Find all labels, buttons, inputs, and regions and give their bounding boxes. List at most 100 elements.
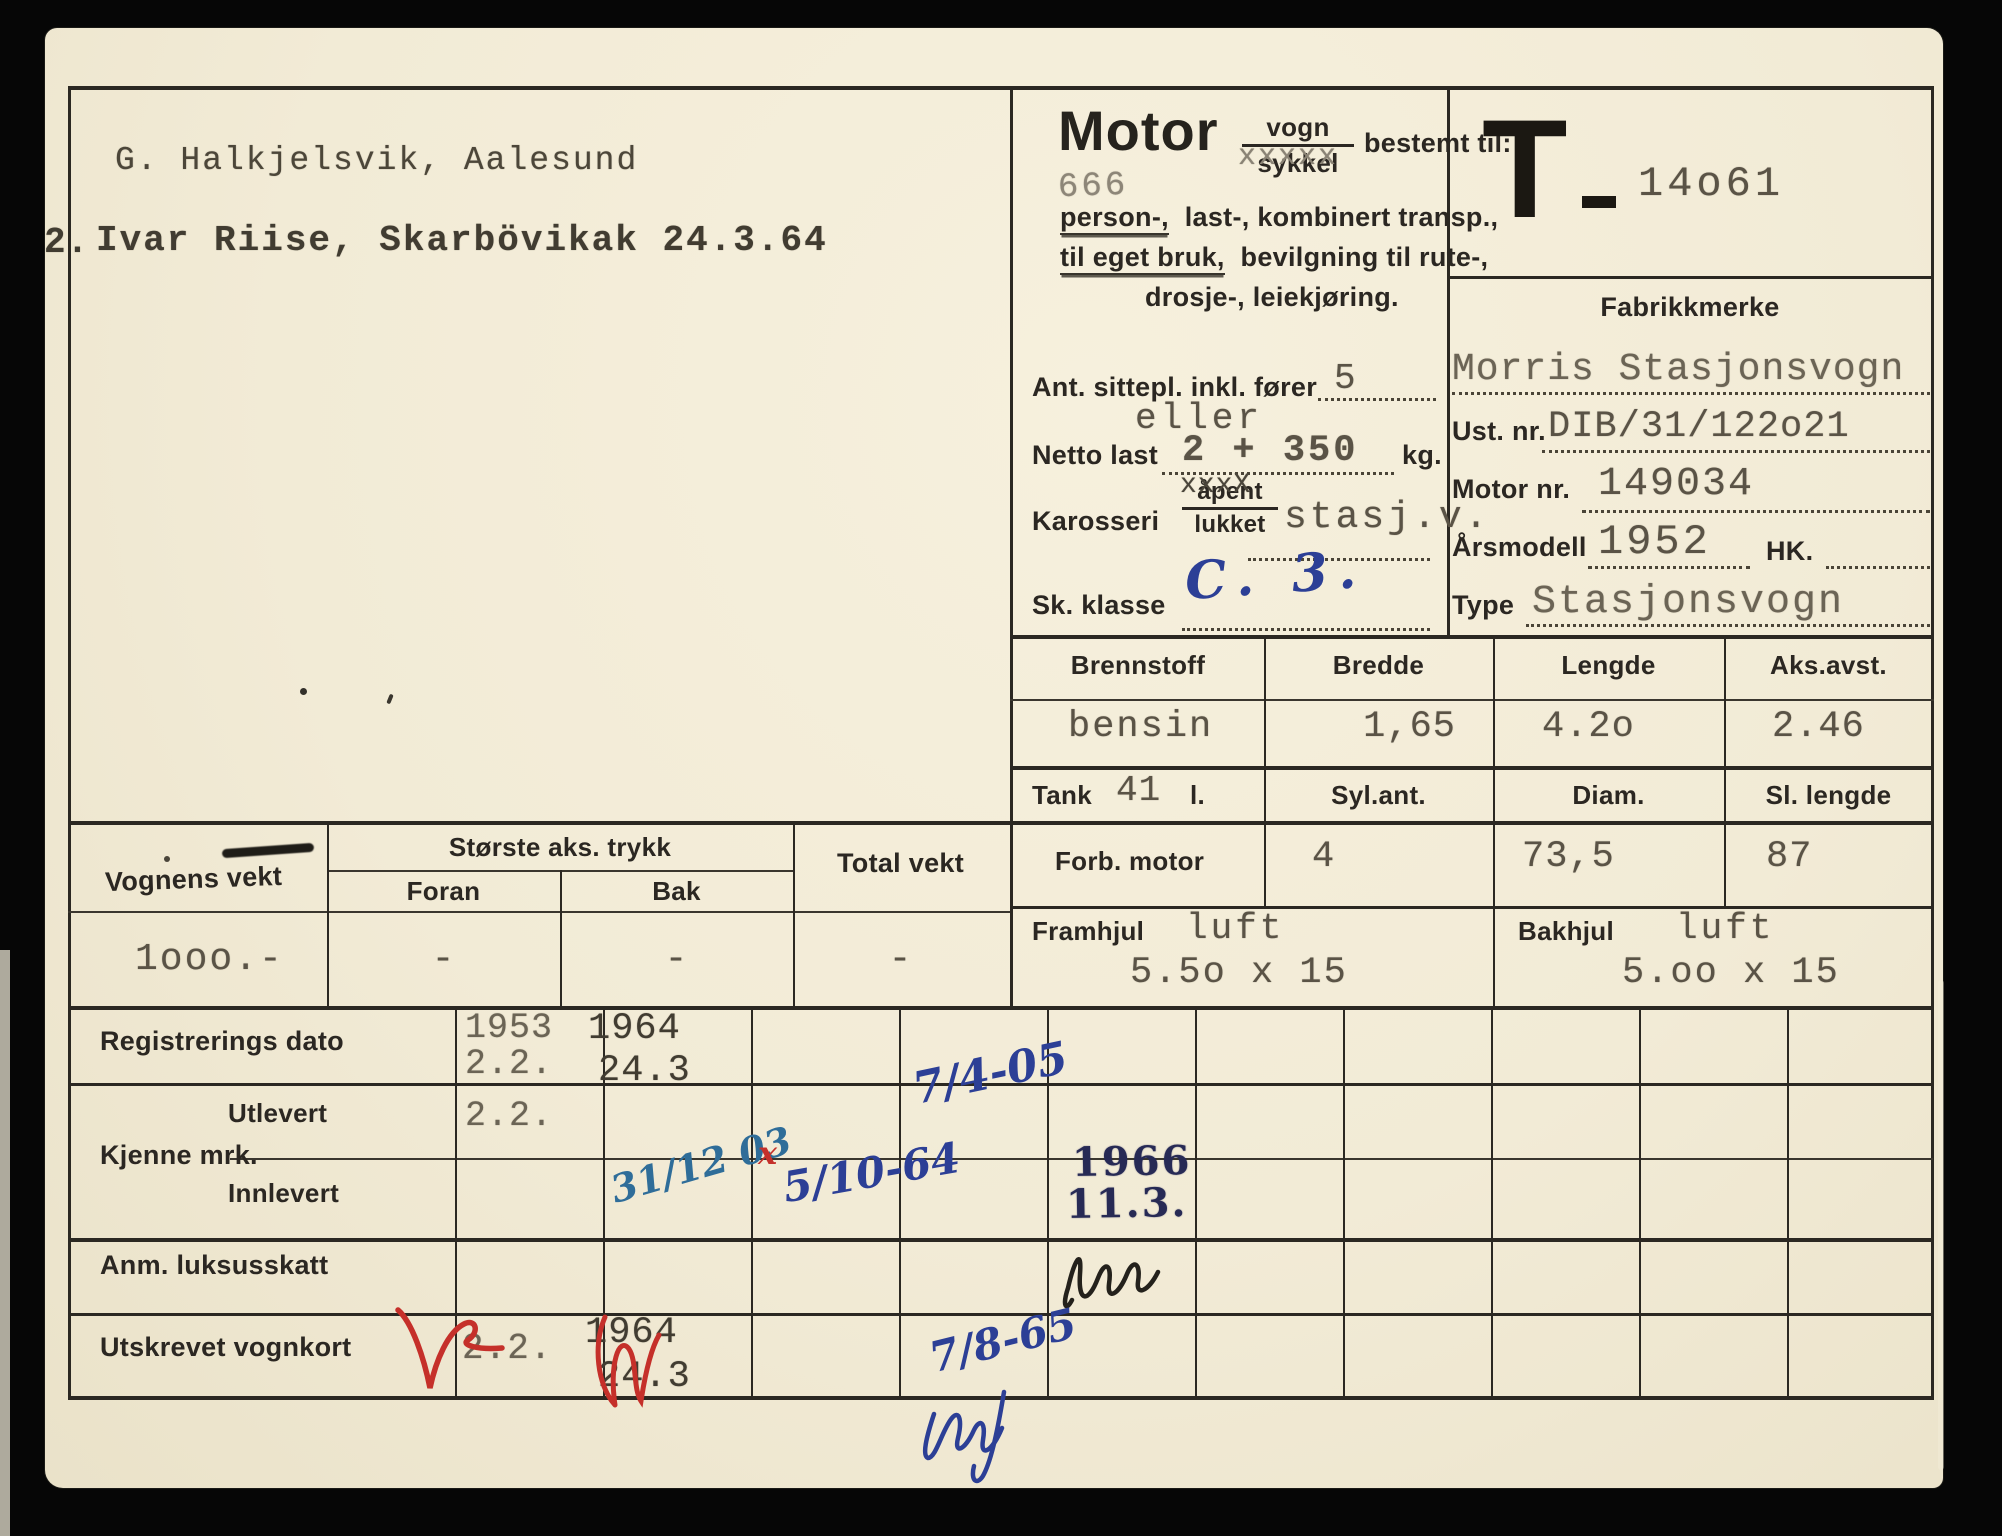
netto-label: Netto last xyxy=(1032,440,1159,470)
utlevert-date: 2.2. xyxy=(465,1096,554,1136)
line-reg-bottom xyxy=(68,1083,1934,1086)
spec-header-sllengde: Sl. lengde xyxy=(1765,780,1892,810)
arsmodell-dotted-line xyxy=(1588,566,1750,569)
line-under-plate xyxy=(1447,276,1934,279)
border-right xyxy=(1931,86,1934,1400)
red-strikethrough-scribble xyxy=(595,1314,662,1408)
line-forb-bottom xyxy=(1010,906,1934,909)
weight-col-line-1 xyxy=(327,823,329,1006)
spec-header-aksavst: Aks.avst. xyxy=(1770,650,1887,680)
hk-label: HK. xyxy=(1766,536,1814,566)
signature-scrawl-black xyxy=(1062,1257,1161,1309)
reg-dato-label: Registrerings dato xyxy=(100,1026,344,1056)
innlevert-label: Innlevert xyxy=(228,1178,340,1208)
plate-letter: T xyxy=(1482,90,1568,247)
line-spec-values xyxy=(1010,766,1934,770)
arsmodell-label: Årsmodell xyxy=(1452,532,1587,562)
seats-value: 5 xyxy=(1334,358,1357,399)
ust-label: Ust. nr. xyxy=(1452,416,1546,446)
motor-option-line-2: til eget bruk, bevilgning til rute-, xyxy=(1060,242,1488,275)
weight-col-line-3 xyxy=(793,823,795,1006)
border-top xyxy=(68,86,1934,90)
hk-dotted-line xyxy=(1826,566,1930,569)
framhjul-type: luft xyxy=(1186,908,1285,949)
divider-right-col xyxy=(1447,86,1450,639)
option-line-1-rest: last-, kombinert transp., xyxy=(1184,202,1499,232)
bakhjul-size: 5.oo x 15 xyxy=(1622,952,1840,994)
bak-value: - xyxy=(664,938,689,981)
motor-bestemt: bestemt til: xyxy=(1364,128,1512,158)
aks-trykk-label: Største aks. trykk xyxy=(448,832,672,862)
tank-label: Tank xyxy=(1032,780,1092,810)
plate-dash xyxy=(1582,196,1616,208)
hist-col-line-8 xyxy=(1491,1008,1493,1396)
fraction-line xyxy=(1242,144,1354,147)
sk-klasse-value: C. 3. xyxy=(1183,538,1368,613)
innlevert-red-mark: x xyxy=(758,1134,778,1172)
fraction-strike-overlay: xxxxx xyxy=(1238,139,1339,174)
make-dotted-line xyxy=(1452,392,1930,395)
weight-col-line-2 xyxy=(560,870,562,1006)
sllengde-value: 87 xyxy=(1766,836,1813,878)
karosseri-fraction-line xyxy=(1182,507,1278,510)
divider-center xyxy=(1010,86,1013,1010)
reg-1953: 1953 xyxy=(465,1008,554,1048)
motor-title: Motor xyxy=(1058,99,1219,162)
netto-value: 2 + 350 xyxy=(1182,430,1359,472)
spec-col-line-1 xyxy=(1264,637,1266,906)
line-utlevert-bottom xyxy=(230,1158,1933,1160)
hist-col-line-9 xyxy=(1639,1008,1641,1396)
hist-col-line-10 xyxy=(1787,1008,1789,1396)
lukket-label: lukket xyxy=(1194,510,1266,538)
netto-unit: kg. xyxy=(1402,440,1442,470)
forb-motor-label: Forb. motor xyxy=(1055,846,1205,876)
foran-value: - xyxy=(431,938,456,981)
ink-smudge-dot xyxy=(164,856,170,862)
hist-col-line-7 xyxy=(1343,1008,1345,1396)
kjenne-mrk-label: Kjenne mrk. xyxy=(100,1140,258,1170)
utskrevet-vognkort-label: Utskrevet vognkort xyxy=(100,1332,352,1362)
line-history-top xyxy=(68,1006,1934,1010)
card-paper xyxy=(45,28,1943,1488)
owner-line-2: Ivar Riise, Skarbövikak 24.3.64 xyxy=(96,220,828,261)
bakhjul-type: luft xyxy=(1676,908,1775,949)
utlevert-label: Utlevert xyxy=(228,1098,328,1128)
eller-value: eller xyxy=(1135,398,1264,439)
karosseri-label: Karosseri xyxy=(1032,506,1160,536)
hist-col-line-6 xyxy=(1195,1008,1197,1396)
lengde-value: 4.2o xyxy=(1542,706,1635,748)
motor-nr-dotted-line xyxy=(1582,510,1930,513)
apent-strike-overlay: xxxX xyxy=(1180,470,1252,501)
spec-header-brennstoff: Brennstoff xyxy=(1070,650,1206,680)
ust-dotted-line xyxy=(1542,450,1930,453)
type-label: Type xyxy=(1452,590,1515,620)
owner-line-1: G. Halkjelsvik, Aalesund xyxy=(115,142,639,179)
bredde-value: 1,65 xyxy=(1363,706,1456,748)
fraction-bottom: sykkel xyxy=(1257,147,1339,178)
framhjul-label: Framhjul xyxy=(1032,916,1145,946)
foran-label: Foran xyxy=(406,876,481,906)
bak-label: Bak xyxy=(652,876,701,906)
motor-option-line-3: drosje-, leiekjøring. xyxy=(1145,282,1399,312)
vognens-vekt-label: Vognens vekt xyxy=(104,860,283,898)
hist-col-line-2 xyxy=(603,1008,605,1396)
type-dotted-line xyxy=(1526,624,1930,627)
seats-label: Ant. sittepl. inkl. fører xyxy=(1032,372,1318,402)
line-spec-top xyxy=(1010,635,1934,639)
line-anm-bottom xyxy=(68,1313,1934,1316)
signature-scrawl-blue xyxy=(922,1389,1007,1484)
paper-edge-highlight xyxy=(1938,980,1944,1470)
motor-option-line-1: person-, last-, kombinert transp., xyxy=(1060,202,1499,235)
ust-value: DIB/31/122o21 xyxy=(1548,406,1850,448)
framhjul-size: 5.5o x 15 xyxy=(1130,952,1348,994)
spec-header-lengde: Lengde xyxy=(1561,650,1656,680)
bakhjul-label: Bakhjul xyxy=(1518,916,1615,946)
ink-dot xyxy=(300,688,307,695)
karosseri-fraction: åpent xxxX lukket xyxy=(1180,470,1278,539)
total-vekt-label: Total vekt xyxy=(836,848,965,878)
make-value: Morris Stasjonsvogn xyxy=(1452,348,1905,391)
sk-klasse-label: Sk. klasse xyxy=(1032,590,1166,620)
seats-dotted-line xyxy=(1318,398,1436,401)
spec-header-bredde: Bredde xyxy=(1332,650,1425,680)
